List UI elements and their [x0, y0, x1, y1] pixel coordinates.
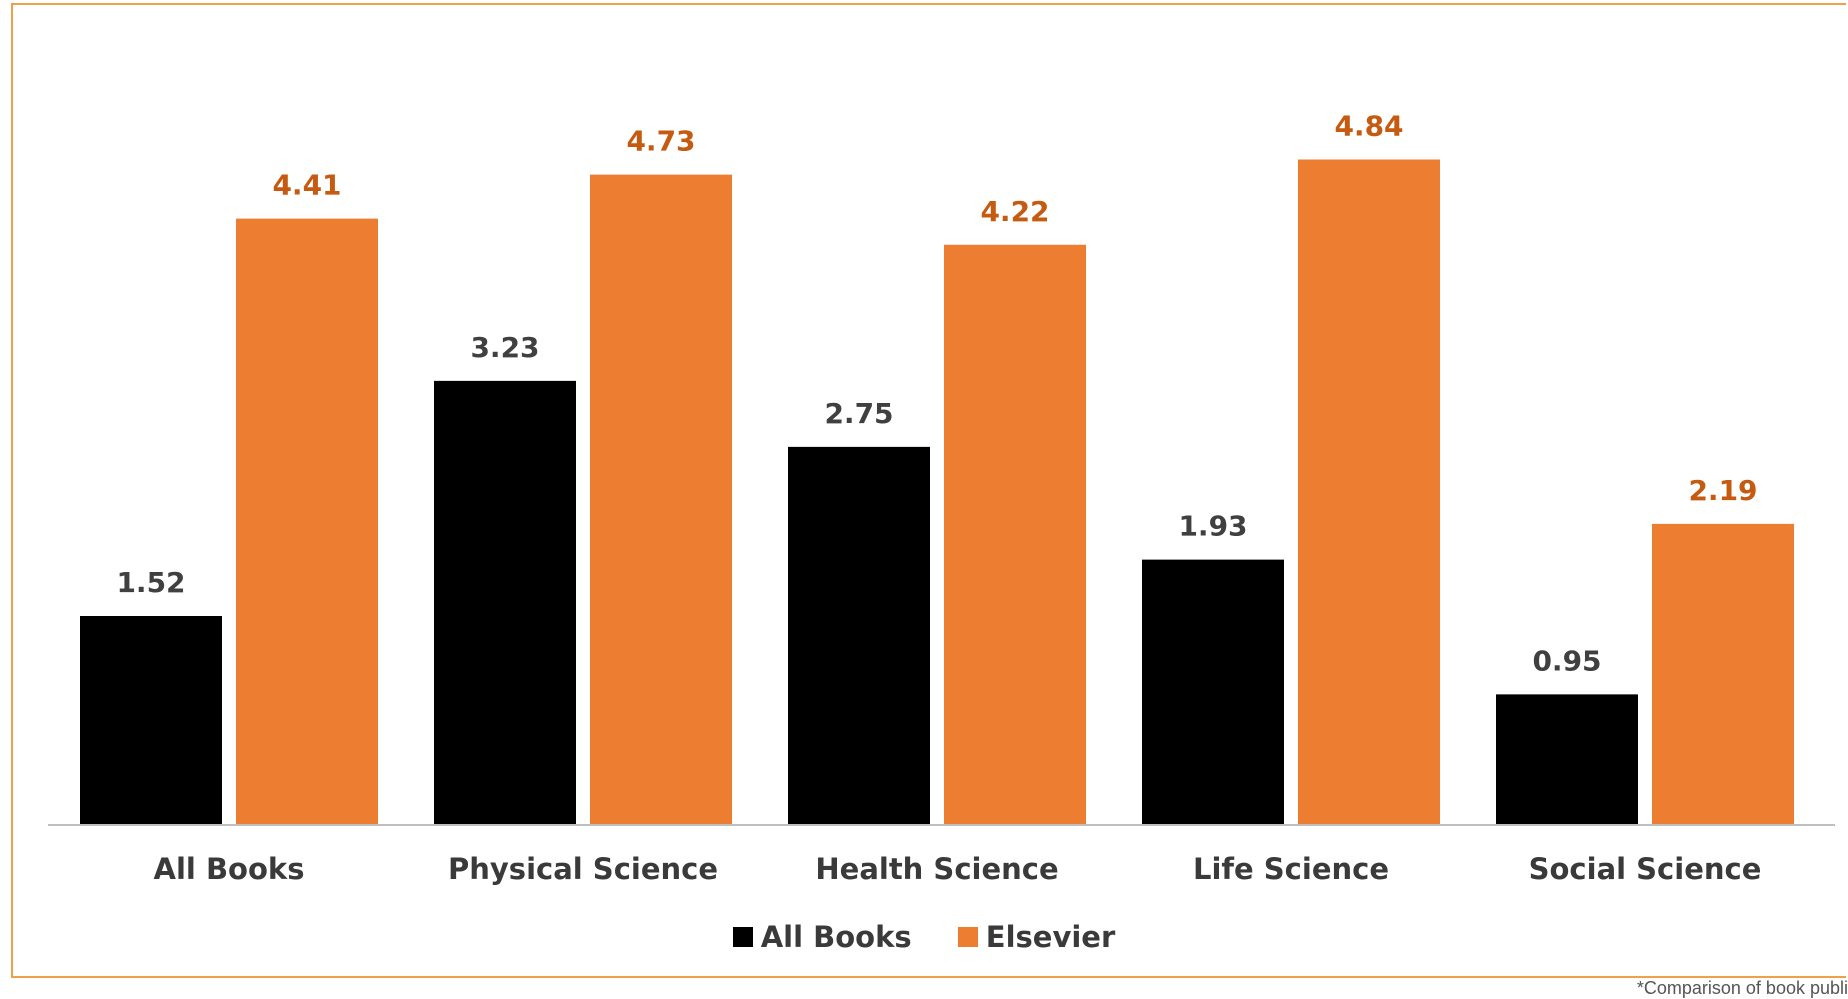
legend-label-elsevier: Elsevier	[985, 920, 1116, 954]
bar-all-books-social-science	[1496, 694, 1638, 825]
data-label-all-books-physical-science: 3.23	[470, 331, 539, 364]
bar-elsevier-life-science	[1298, 159, 1440, 825]
bar-all-books-life-science	[1142, 559, 1284, 825]
data-label-all-books-health-science: 2.75	[824, 397, 893, 430]
legend-swatch-elsevier	[957, 927, 978, 947]
legend-swatch-all-books	[732, 927, 753, 947]
x-tick-label-life-science: Life Science	[1193, 852, 1389, 886]
data-label-all-books-social-science: 0.95	[1532, 644, 1601, 677]
bar-all-books-physical-science	[434, 380, 576, 825]
x-tick-label-social-science: Social Science	[1529, 852, 1762, 886]
bar-elsevier-physical-science	[590, 174, 732, 825]
data-label-elsevier-social-science: 2.19	[1688, 474, 1757, 507]
legend-item-all-books: All Books	[732, 920, 912, 954]
legend-item-elsevier: Elsevier	[957, 920, 1116, 954]
x-tick-label-physical-science: Physical Science	[448, 852, 718, 886]
bar-all-books-health-science	[788, 446, 930, 825]
bar-all-books-all-books	[80, 616, 222, 825]
bar-elsevier-social-science	[1652, 523, 1794, 825]
legend-label-all-books: All Books	[760, 920, 912, 954]
bar-elsevier-health-science	[944, 244, 1086, 825]
bar-elsevier-all-books	[236, 218, 378, 825]
data-label-all-books-life-science: 1.93	[1178, 510, 1247, 543]
x-tick-label-all-books: All Books	[154, 852, 305, 886]
data-label-elsevier-life-science: 4.84	[1334, 110, 1403, 143]
x-tick-label-health-science: Health Science	[815, 852, 1058, 886]
legend: All Books Elsevier	[0, 920, 1848, 954]
data-label-elsevier-all-books: 4.41	[272, 169, 341, 202]
data-label-elsevier-health-science: 4.22	[980, 195, 1049, 228]
data-label-all-books-all-books: 1.52	[116, 566, 185, 599]
data-label-elsevier-physical-science: 4.73	[626, 125, 695, 158]
